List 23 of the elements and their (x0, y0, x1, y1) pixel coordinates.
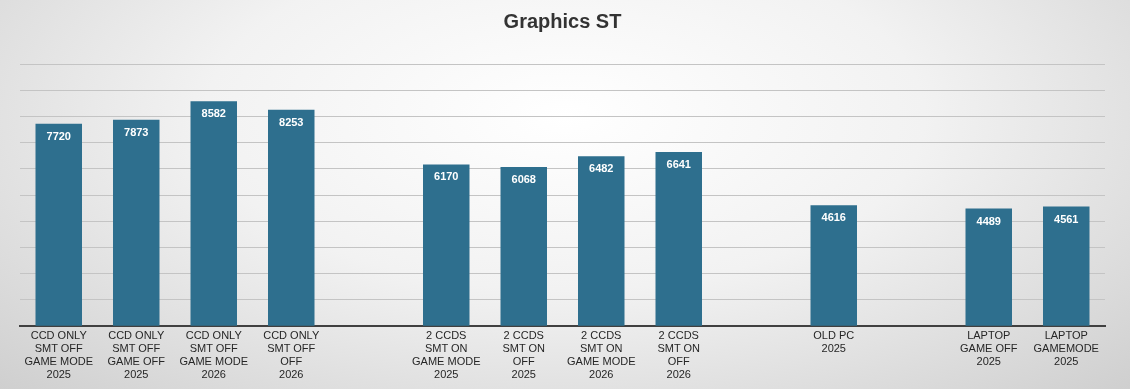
x-tick-label: 2 CCDS SMT ON OFF 2025 (502, 328, 546, 381)
x-tick-label: LAPTOP GAMEMODE 2025 (1033, 328, 1099, 368)
x-tick-label: CCD ONLY SMT OFF GAME OFF 2025 (107, 328, 166, 381)
data-label: 4561 (1054, 212, 1079, 225)
data-label: 6068 (511, 173, 536, 186)
data-label: 4616 (821, 211, 846, 224)
x-tick-label: CCD ONLY SMT OFF OFF 2026 (263, 328, 320, 381)
data-label: 8253 (279, 115, 304, 128)
data-label: 6170 (434, 170, 459, 183)
data-label: 8582 (201, 107, 226, 120)
chart-title: Graphics ST (503, 9, 622, 32)
x-tick-label: 2 CCDS SMT ON OFF 2026 (657, 328, 701, 381)
x-tick-label: CCD ONLY SMT OFF GAME MODE 2025 (24, 328, 93, 381)
x-tick-label: CCD ONLY SMT OFF GAME MODE 2026 (179, 328, 248, 381)
data-label: 6641 (666, 158, 691, 171)
data-label: 4489 (976, 214, 1001, 227)
x-tick-label: OLD PC 2025 (813, 328, 855, 355)
x-tick-label: 2 CCDS SMT ON GAME MODE 2025 (412, 328, 481, 381)
data-label: 7873 (124, 125, 149, 138)
x-tick-label: LAPTOP GAME OFF 2025 (960, 328, 1018, 368)
x-tick-label: 2 CCDS SMT ON GAME MODE 2026 (567, 328, 636, 381)
data-label: 7720 (46, 129, 71, 142)
data-label: 6482 (589, 162, 614, 175)
